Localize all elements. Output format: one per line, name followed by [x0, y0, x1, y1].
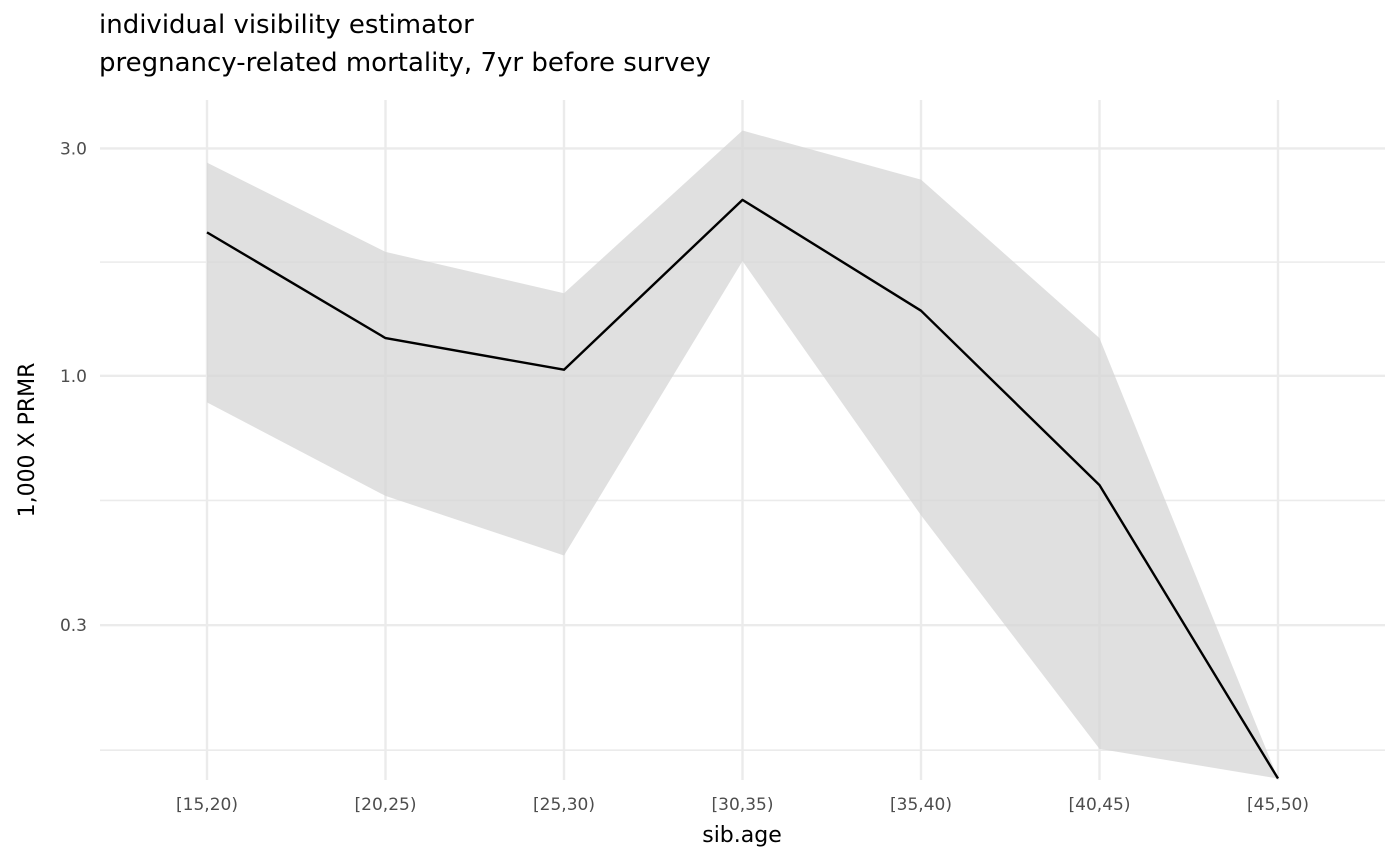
- chart-title: individual visibility estimator: [99, 10, 474, 40]
- x-tick-label: [20,25): [355, 795, 417, 815]
- x-tick-label: [40,45): [1069, 795, 1131, 815]
- chart-subtitle: pregnancy-related mortality, 7yr before …: [99, 48, 711, 78]
- x-tick-label: [35,40): [890, 795, 952, 815]
- x-tick-label: [25,30): [533, 795, 595, 815]
- x-axis-ticks: [15,20) [20,25) [25,30) [30,35) [35,40) [40,4…: [176, 795, 1309, 815]
- x-axis-label: sib.age: [702, 823, 782, 848]
- y-axis-label: 1,000 X PRMR: [15, 363, 40, 518]
- y-tick-label: 0.3: [60, 616, 87, 636]
- x-tick-label: [30,35): [712, 795, 774, 815]
- x-tick-label: [15,20): [176, 795, 238, 815]
- y-axis-ticks: 3.0 1.0 0.3: [60, 139, 87, 636]
- confidence-ribbon-group: [207, 130, 1278, 779]
- x-tick-label: [45,50): [1247, 795, 1309, 815]
- y-tick-label: 3.0: [60, 139, 87, 159]
- confidence-ribbon: [207, 130, 1278, 779]
- y-tick-label: 1.0: [60, 367, 87, 387]
- estimate-line-group: [206, 198, 1280, 780]
